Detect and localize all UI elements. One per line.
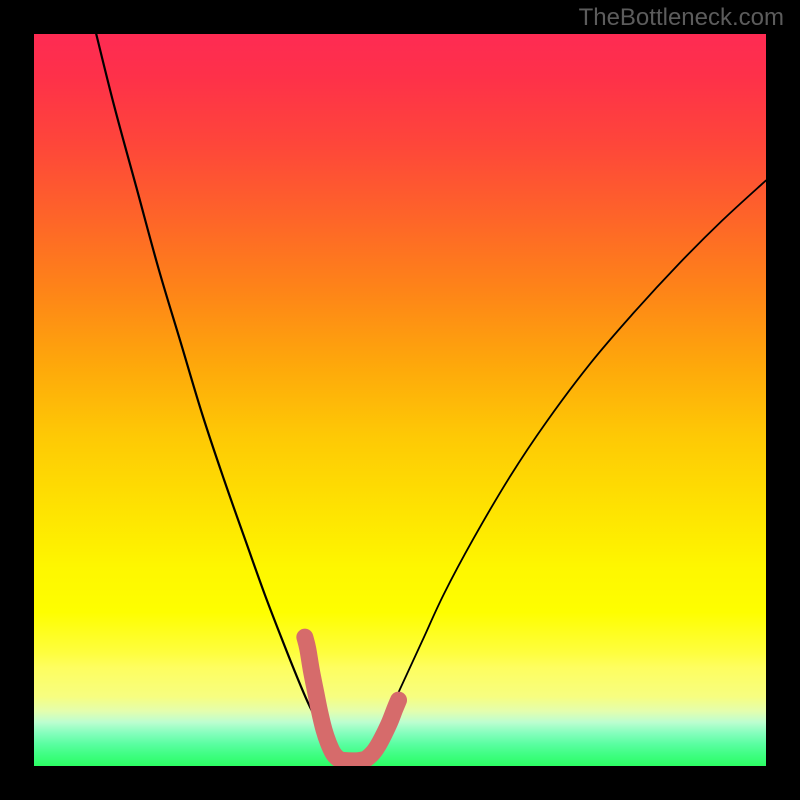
chart-svg <box>34 34 766 766</box>
chart-background <box>34 34 766 766</box>
bottleneck-chart <box>34 34 766 766</box>
watermark-text: TheBottleneck.com <box>579 4 784 32</box>
